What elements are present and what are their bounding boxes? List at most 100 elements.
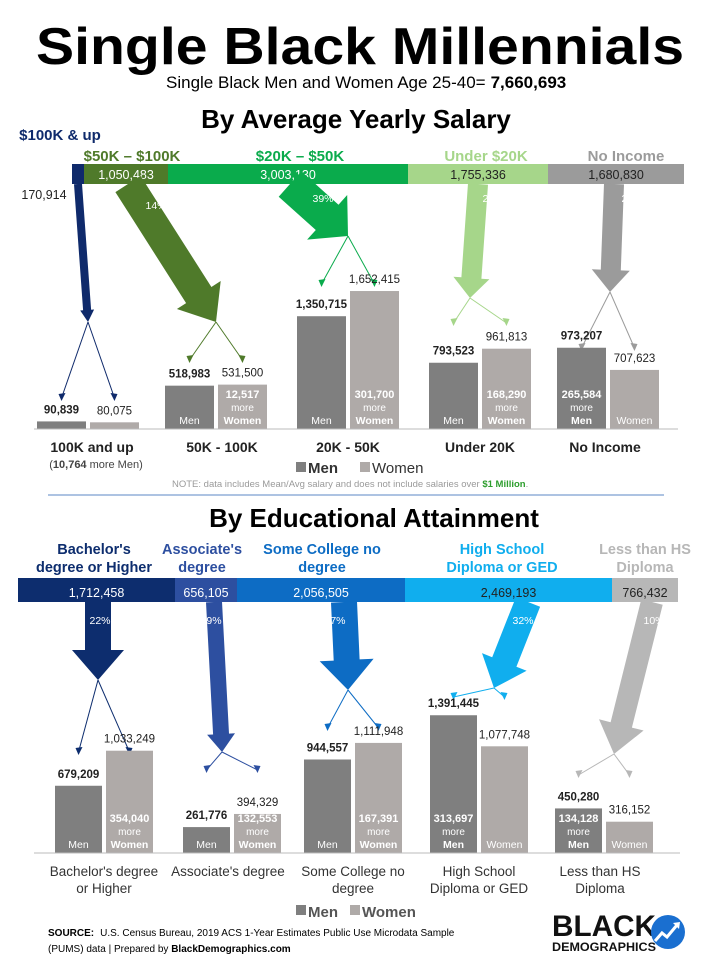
- bar-tag-men: Men: [179, 415, 200, 427]
- difference-value: 132,553: [238, 813, 278, 825]
- band-segment: [408, 164, 548, 184]
- source-line-1: SOURCE: U.S. Census Bureau, 2019 ACS 1-Ye…: [48, 928, 455, 939]
- value-label-men: 973,207: [561, 331, 603, 343]
- split-line-men: [578, 753, 615, 776]
- band-total-label: 1,680,830: [588, 168, 644, 182]
- band-segment: [405, 578, 612, 602]
- value-label-men: 261,776: [186, 810, 228, 822]
- band-total-label: 1,755,336: [450, 168, 506, 182]
- source-text-1: U.S. Census Bureau, 2019 ACS 1-Year Esti…: [100, 928, 455, 939]
- salary-note-text: NOTE: data includes Mean/Avg salary and …: [172, 479, 482, 490]
- education-heading: By Educational Attainment: [209, 503, 539, 533]
- bar-tag-women: Women: [617, 415, 653, 427]
- legend-women-swatch: [350, 905, 360, 915]
- page-subtitle: Single Black Men and Women Age 25-40= 7,6…: [166, 73, 566, 92]
- split-line-men: [78, 679, 99, 753]
- value-label-women: 1,111,948: [354, 726, 403, 738]
- legend-men-swatch: [296, 905, 306, 915]
- difference-sex: Women: [239, 839, 277, 851]
- value-label-men: 518,983: [169, 369, 211, 381]
- split-arrowhead-women-icon: [374, 723, 382, 731]
- split-line-women: [215, 321, 243, 361]
- education-bars: bar-menbar-women679,2091,033,249354,040m…: [34, 698, 680, 896]
- difference-sex: Men: [568, 839, 589, 851]
- split-arrowhead-women-icon: [625, 770, 633, 778]
- band-segment: [72, 164, 84, 184]
- band-total-label: 656,105: [183, 586, 228, 600]
- value-label-men: 1,350,715: [296, 299, 348, 311]
- category-label: Under 20K: [445, 439, 515, 455]
- split-arrowhead-men-icon: [75, 747, 83, 755]
- share-percent-label: 22%: [89, 615, 110, 627]
- difference-value: 265,584: [562, 389, 603, 401]
- difference-value: 313,697: [434, 813, 474, 825]
- education-group-label-line1: Associate's: [162, 542, 242, 558]
- category-label-line2: degree: [332, 881, 374, 896]
- split-line-men: [453, 687, 495, 698]
- legend-women-label: Women: [372, 460, 423, 477]
- difference-sex: Women: [488, 415, 526, 427]
- flow-arrow: [319, 601, 374, 690]
- split-arrowhead-men-icon: [203, 765, 211, 773]
- band-segment: [237, 578, 405, 602]
- education-group-label-line1: Less than HS: [599, 542, 691, 558]
- category-label-line1: Associate's degree: [171, 864, 285, 879]
- share-percent-label: 23%: [482, 193, 503, 205]
- band-segment: [18, 578, 175, 602]
- share-percent-label: 10%: [643, 615, 664, 627]
- split-arrowhead-men-icon: [186, 355, 194, 363]
- salary-arrows: 2% 14% 39% 23% 22%: [58, 171, 643, 401]
- value-label-women: 1,077,748: [479, 729, 530, 741]
- band-total-label: 2,469,193: [481, 586, 537, 600]
- difference-more: more: [363, 403, 386, 414]
- flow-arrow: [453, 183, 490, 298]
- bar-tag-women: Women: [487, 839, 523, 851]
- category-label-line2: Diploma or GED: [430, 881, 529, 896]
- source-text-2: (PUMS) data | Prepared by: [48, 944, 171, 955]
- band-segment: [612, 578, 678, 602]
- split-line-women: [87, 321, 115, 399]
- difference-value: 168,290: [487, 389, 527, 401]
- difference-sex: Women: [111, 839, 149, 851]
- band-total-label: 766,432: [622, 586, 667, 600]
- blackdemographics-logo: BLACK DEMOGRAPHICS: [552, 910, 685, 954]
- difference-value: 167,391: [359, 813, 399, 825]
- bar-tag-men: Men: [196, 839, 217, 851]
- difference-more: more: [495, 403, 518, 414]
- logo-line2: DEMOGRAPHICS: [552, 940, 656, 954]
- flow-arrow: [115, 175, 221, 322]
- legend-men-label: Men: [308, 460, 338, 477]
- share-percent-label: 27%: [324, 615, 345, 627]
- flow-arrow: [599, 599, 663, 754]
- category-note-text: more Men: [90, 459, 140, 471]
- bar-tag-men: Men: [443, 415, 464, 427]
- salary-group-label: $50K – $100K: [84, 148, 181, 165]
- split-arrowhead-women-icon: [110, 393, 118, 401]
- value-label-men: 679,209: [58, 769, 100, 781]
- difference-more: more: [367, 827, 390, 838]
- salary-group-label: $20K – $50K: [256, 148, 345, 165]
- split-arrowhead-women-icon: [253, 765, 261, 773]
- category-label-line2: Diploma: [575, 881, 625, 896]
- split-arrowhead-men-icon: [450, 692, 458, 700]
- salary-note: NOTE: data includes Mean/Avg salary and …: [172, 479, 528, 490]
- split-arrowhead-women-icon: [500, 692, 508, 700]
- education-group-label-line1: High School: [460, 542, 545, 558]
- salary-heading: By Average Yearly Salary: [201, 104, 511, 134]
- category-label-line1: Bachelor's degree: [50, 864, 158, 879]
- category-note-close: ): [139, 459, 143, 471]
- split-line-women: [609, 291, 635, 349]
- logo-arrowhead-icon: [673, 922, 680, 929]
- difference-sex: Women: [360, 839, 398, 851]
- split-line-women: [97, 679, 130, 753]
- legend-women-label: Women: [362, 904, 416, 921]
- split-line-women: [347, 689, 379, 729]
- band-total-label: 170,914: [21, 188, 66, 202]
- difference-value: 301,700: [355, 389, 395, 401]
- salary-note-highlight: $1 Million: [482, 479, 525, 490]
- bar-tag-men: Men: [311, 415, 332, 427]
- value-label-men: 90,839: [44, 404, 79, 416]
- difference-value: 134,128: [559, 813, 599, 825]
